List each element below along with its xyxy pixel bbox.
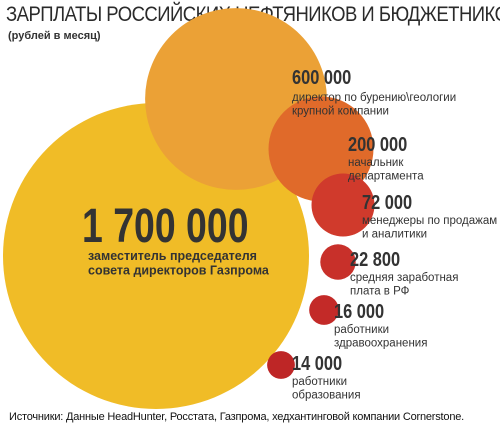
value-label-0: 1 700 000 (82, 200, 249, 254)
description-label-6-0: работники (292, 376, 347, 388)
description-label-3-1: и аналитики (362, 229, 427, 241)
description-label-1-0: директор по бурению\геологии (292, 92, 456, 104)
bubble-4 (320, 244, 356, 280)
description-label-5-0: работники (334, 324, 389, 336)
description-label-5-1: здравоохранения (334, 338, 427, 350)
bubble-5 (309, 295, 339, 325)
value-label-2: 200 000 (348, 132, 407, 155)
description-label-0-1: совета директоров Газпрома (88, 264, 270, 278)
value-label-4: 22 800 (350, 247, 400, 270)
bubble-3 (311, 173, 375, 237)
source-note: Источники: Данные HeadHunter, Росстата, … (9, 411, 465, 423)
value-label-5: 16 000 (334, 299, 384, 322)
description-label-2-0: начальник (348, 157, 404, 169)
value-label-1: 600 000 (292, 65, 351, 88)
description-label-4-1: плата в РФ (350, 286, 410, 298)
description-label-1-1: крупной компании (292, 106, 389, 118)
description-label-4-0: средняя заработная (350, 272, 458, 284)
description-label-3-0: менеджеры по продажам (362, 215, 497, 227)
value-label-3: 72 000 (362, 190, 412, 213)
description-label-6-1: образования (292, 390, 361, 402)
description-label-2-1: департамента (348, 171, 424, 183)
value-label-6: 14 000 (292, 351, 342, 374)
bubble-6 (267, 351, 295, 379)
chart-subtitle: (рублей в месяц) (8, 30, 101, 42)
description-label-0-0: заместитель председателя (88, 249, 257, 263)
